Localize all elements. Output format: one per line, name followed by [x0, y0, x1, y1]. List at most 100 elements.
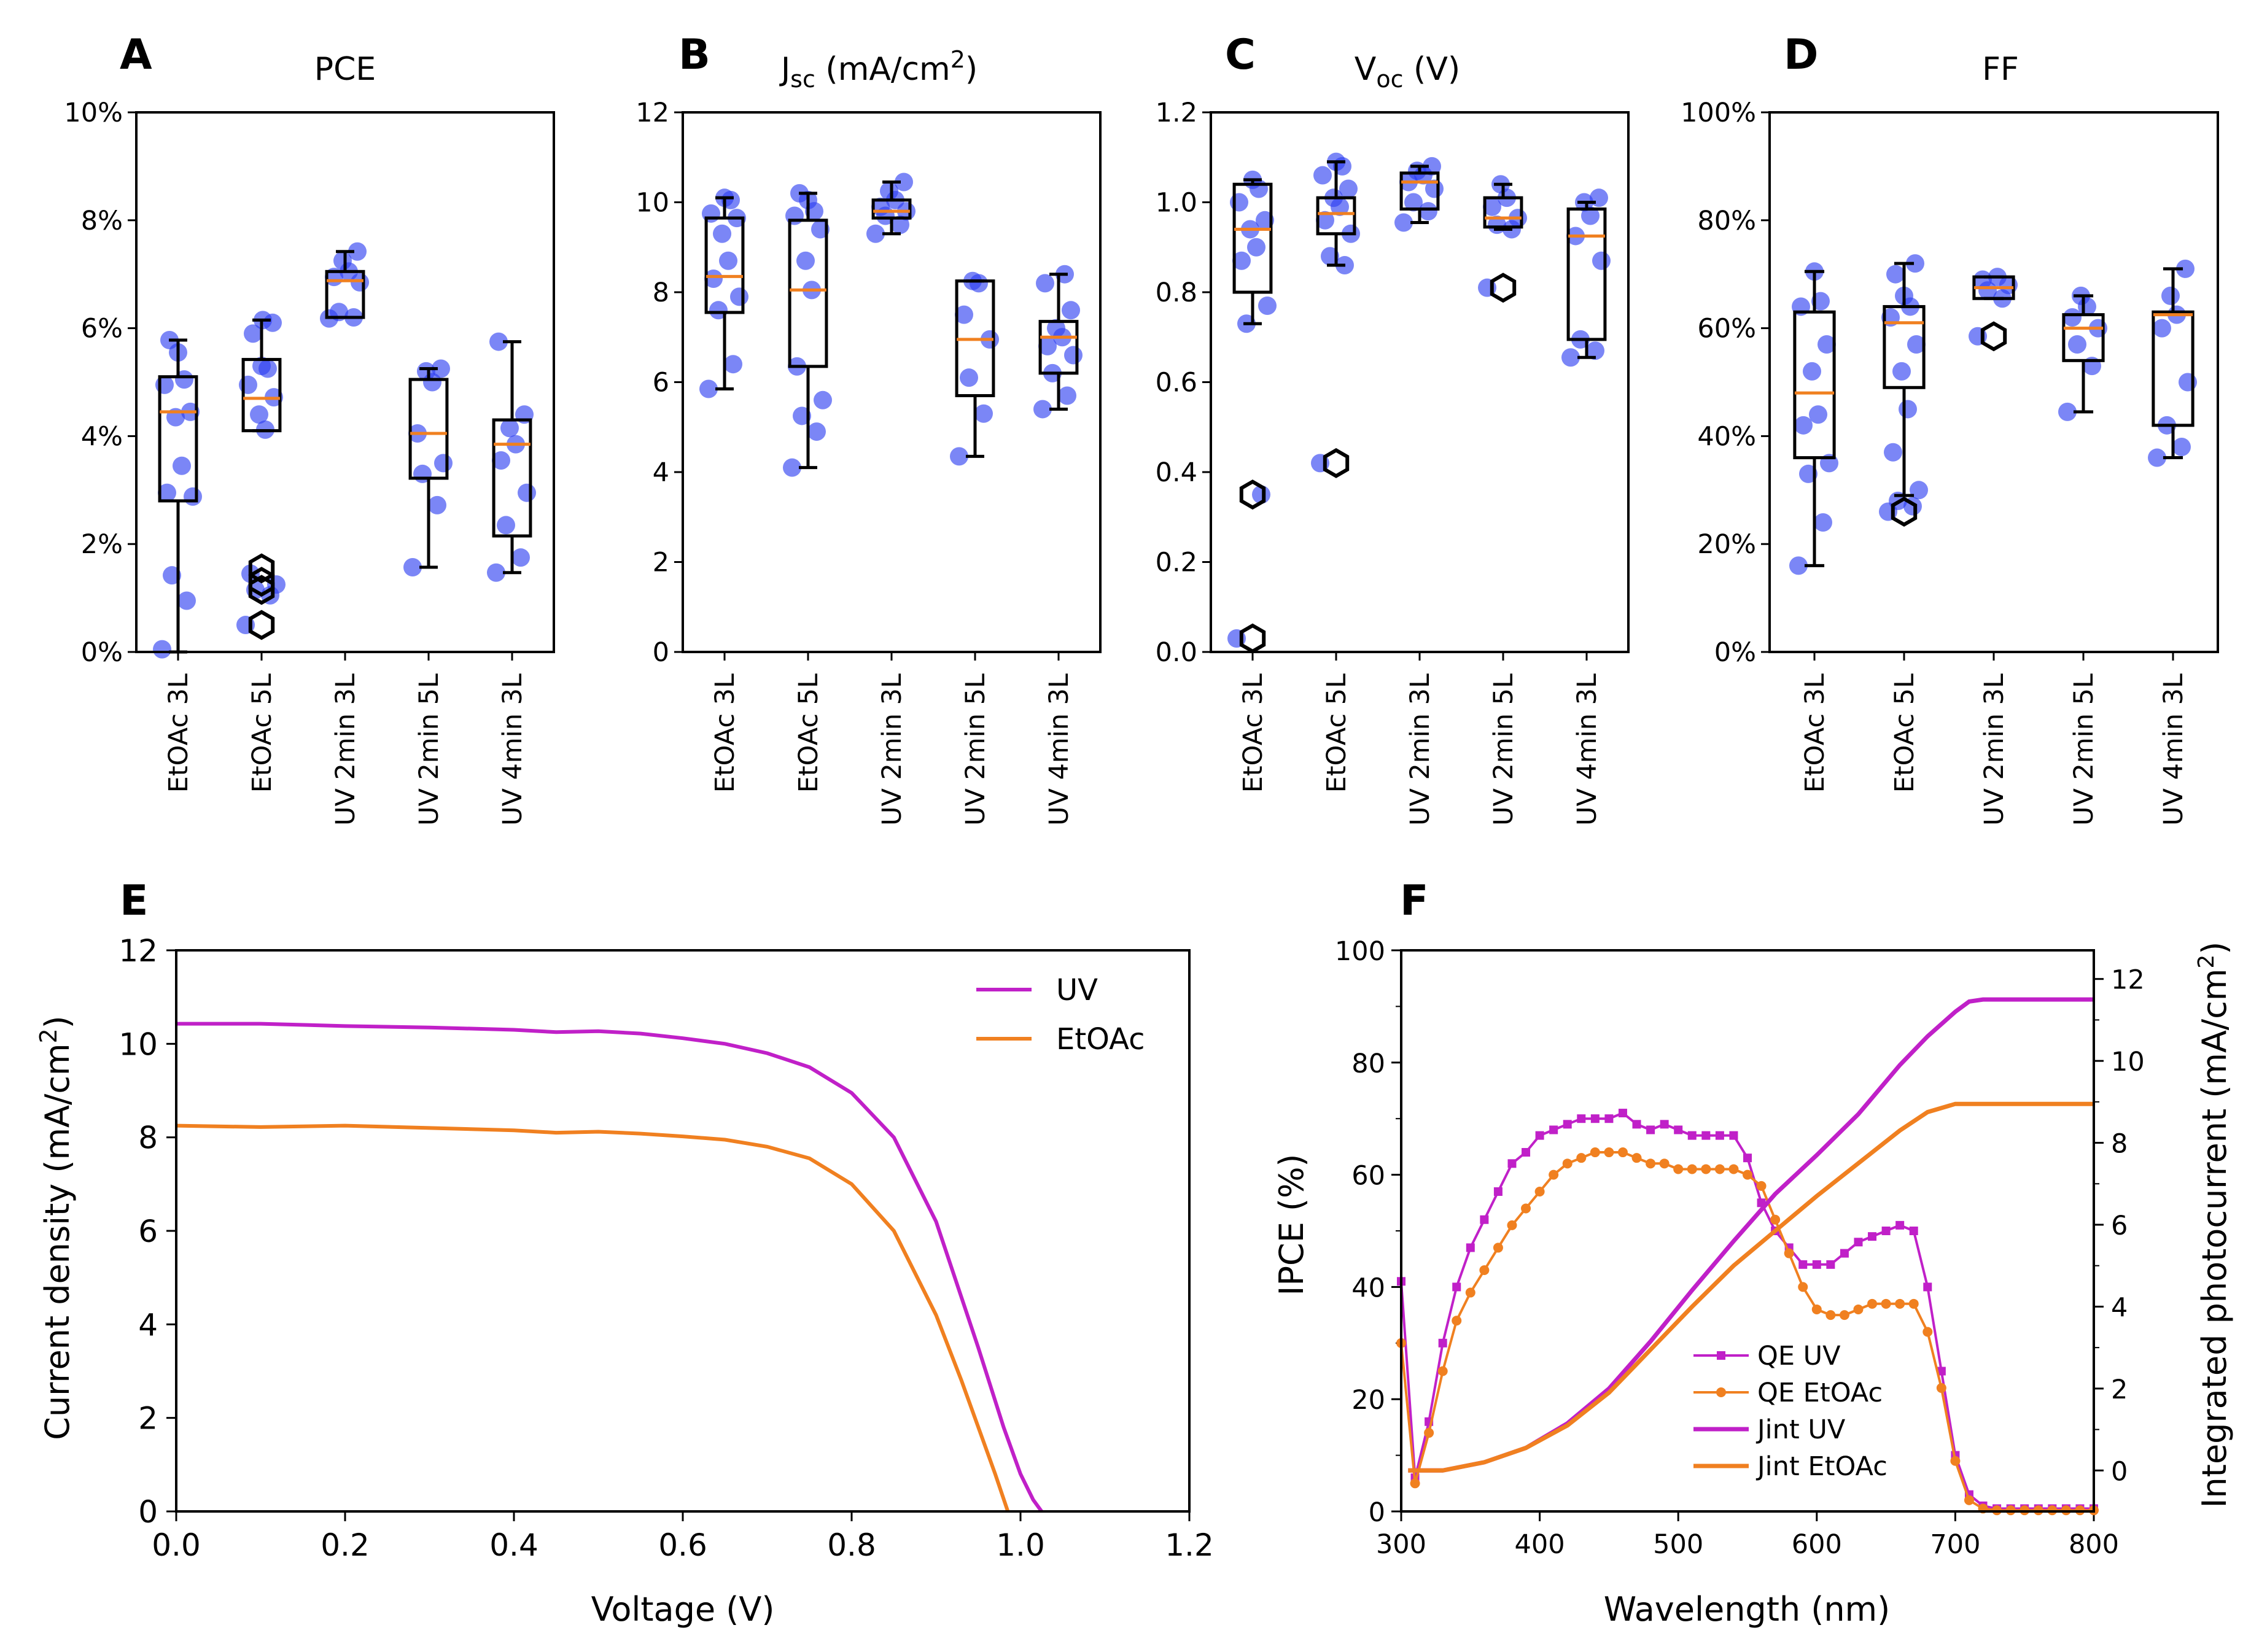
panel-b-point [730, 287, 748, 306]
panel-e-ytick-label: 6 [138, 1214, 158, 1249]
panel-e-xtick-label: 0.6 [658, 1527, 707, 1563]
panel-f-y2tick-label: 0 [2111, 1456, 2128, 1487]
panel-f-marker-circle [1756, 1181, 1767, 1191]
panel-e-ytick-label: 8 [138, 1120, 158, 1156]
panel-c-ytick-label: 0.8 [1156, 277, 1197, 308]
panel-b-title-sup: 2 [951, 46, 965, 73]
panel-f-ytick-label: 80 [1351, 1049, 1385, 1079]
panel-f-marker-circle [1743, 1169, 1752, 1180]
panel-a-point [252, 357, 271, 376]
panel-d-frame [1768, 111, 2219, 653]
panel-f-marker-square [1715, 1131, 1724, 1140]
panel-f-marker-circle [1687, 1164, 1697, 1174]
panel-b-category-label: UV 2min 5L [960, 673, 991, 826]
panel-d-ytick-label: 60% [1697, 314, 1756, 344]
panel-a-point [333, 251, 352, 270]
panel-e-frame [175, 949, 1191, 1513]
panel-f-xtick-label: 800 [2069, 1529, 2119, 1560]
panel-b-point [866, 224, 885, 243]
panel-e-ytick-label: 2 [138, 1401, 158, 1437]
panel-c-category-label: EtOAc 3L [1238, 673, 1269, 793]
panel-f-marker-circle [1922, 1327, 1933, 1337]
panel-f-legend-label: QE UV [1757, 1341, 1841, 1371]
panel-f-marker-circle [1659, 1158, 1670, 1169]
panel-c-category-label: EtOAc 5L [1321, 673, 1352, 793]
panel-b-point [955, 305, 973, 324]
panel-b-point [880, 182, 898, 201]
panel-b-point [704, 270, 723, 289]
panel-d-point [2176, 259, 2195, 278]
panel-a-ytick-label: 6% [81, 314, 123, 344]
panel-d-point [1818, 335, 1836, 354]
panel-f-marker-circle [1728, 1164, 1739, 1174]
panel-c-frame [1210, 111, 1630, 653]
panel-e-letter: E [120, 877, 148, 925]
panel-f-marker-circle [1881, 1298, 1891, 1309]
panel-b-ytick-label: 6 [653, 368, 669, 398]
panel-f-xtick-label: 700 [1930, 1529, 1980, 1560]
panel-f-marker-circle [1521, 1203, 1531, 1214]
panel-d-outlier [1980, 321, 2007, 352]
panel-f-y2tick-label: 6 [2111, 1211, 2128, 1241]
panel-f-marker-square [1577, 1114, 1586, 1123]
panel-f-ylabel: IPCE (%) [1272, 1154, 1311, 1296]
panel-f-marker-circle [1701, 1164, 1711, 1174]
panel-c-category-label: UV 2min 3L [1405, 673, 1436, 826]
panel-b-point [1047, 319, 1065, 338]
panel-a-point [511, 548, 530, 567]
panel-c-box [1399, 171, 1440, 211]
panel-f-marker-square [1701, 1131, 1711, 1140]
panel-c-ytick-label: 0.0 [1156, 637, 1197, 668]
panel-f-marker-square [1480, 1215, 1489, 1224]
panel-c-point [1586, 341, 1604, 360]
panel-d-point [1907, 335, 1926, 354]
panel-f-marker-square [1909, 1227, 1918, 1235]
panel-d: D FF 0% 20% 40% 60% 80% 100% EtOAc 3L EtOAc 5L U… [1681, 31, 2219, 826]
panel-f-marker-square [1563, 1120, 1572, 1129]
panel-d-point [2068, 335, 2086, 354]
panel-a-point [428, 495, 446, 514]
panel-e-xtick-label: 1.2 [1165, 1527, 1214, 1563]
panel-c-point [1252, 485, 1270, 504]
panel-c-point [1230, 193, 1248, 212]
panel-d-point [1809, 405, 1827, 424]
panel-d-point [1906, 254, 1924, 273]
panel-f-marker-circle [1839, 1310, 1849, 1320]
panel-f-xtick-label: 600 [1792, 1529, 1842, 1560]
panel-c-point [1419, 202, 1437, 221]
panel-c-box [1232, 182, 1273, 294]
panel-f-marker-square [1590, 1114, 1600, 1123]
panel-b-point [1064, 346, 1083, 365]
panel-f-marker-circle [1452, 1316, 1462, 1326]
panel-d-point [1814, 513, 1832, 532]
panel-f-marker-circle [1493, 1243, 1503, 1253]
panel-f-marker-circle [1549, 1169, 1559, 1180]
panel-c-point [1394, 213, 1413, 232]
panel-b-point [1036, 274, 1054, 293]
panel-e-ytick-label: 0 [138, 1494, 158, 1530]
panel-b-box [871, 198, 912, 220]
panel-c: C Voc (V) 0.0 0.2 0.4 0.6 0.8 1.0 1.2 EtOAc 3L E… [1156, 31, 1630, 826]
panel-f-xtick-label: 300 [1376, 1529, 1426, 1560]
panel-f-marker-square [1840, 1249, 1849, 1258]
panel-d-outlier [1891, 497, 1918, 527]
panel-f-legend-marker [1717, 1351, 1725, 1360]
panel-b-point [699, 379, 718, 398]
panel-f-marker-circle [1964, 1495, 1974, 1505]
panel-b-point [960, 368, 978, 387]
panel-f-marker-circle [1534, 1187, 1545, 1197]
panel-f-marker-square [1535, 1131, 1544, 1140]
panel-d-point [2172, 437, 2191, 456]
panel-a-letter: A [120, 31, 152, 79]
panel-c-point [1423, 157, 1441, 176]
panel-d-point [1899, 400, 1917, 419]
panel-d-category-label: UV 2min 5L [2069, 673, 2099, 826]
panel-c-letter: C [1225, 31, 1256, 79]
panel-f-marker-circle [1479, 1265, 1490, 1275]
panel-b-box [1038, 320, 1079, 375]
panel-f-marker-square [1646, 1125, 1655, 1134]
panel-c-title-main: V [1355, 51, 1377, 88]
panel-a-point [497, 516, 515, 535]
panel-a-point [500, 419, 519, 438]
panel-d-point [1886, 265, 1905, 284]
